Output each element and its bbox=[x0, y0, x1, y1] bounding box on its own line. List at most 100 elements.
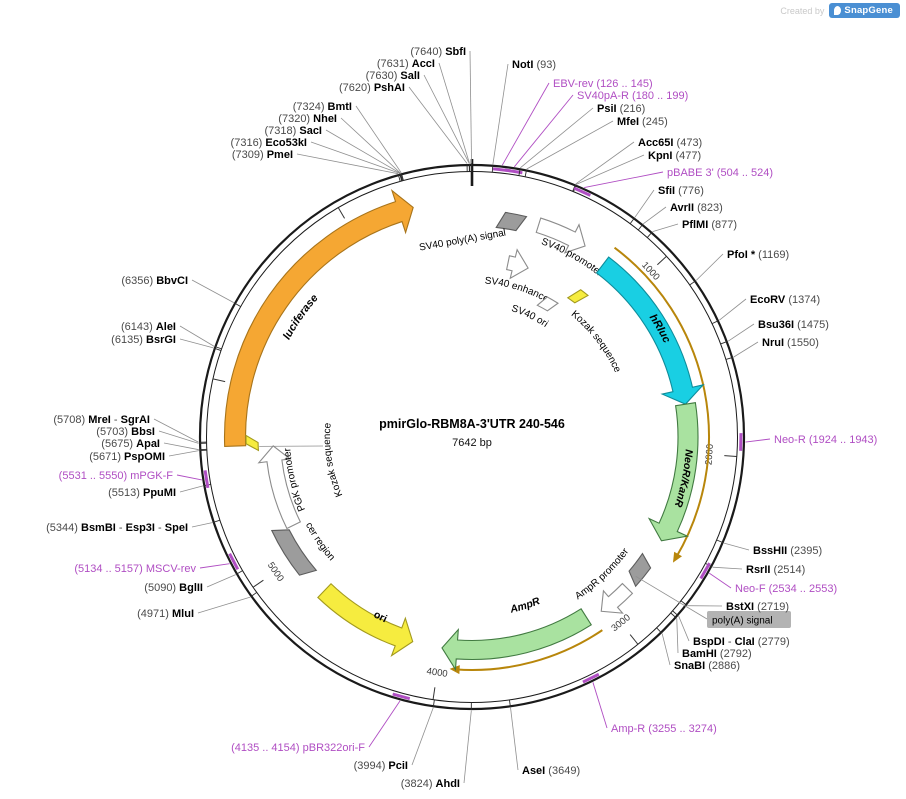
site-label[interactable]: pBABE 3' (504 .. 524) bbox=[667, 167, 773, 179]
site-position: (2719) bbox=[754, 601, 789, 613]
enzyme-site-tick bbox=[508, 699, 511, 708]
site-label[interactable]: EcoRV (1374) bbox=[750, 294, 820, 306]
feature-shape-polya-signal[interactable] bbox=[628, 552, 652, 588]
site-label[interactable]: SnaBI (2886) bbox=[674, 660, 740, 672]
feature-shape-ampr[interactable] bbox=[441, 608, 593, 672]
feature-shape-cer-region[interactable] bbox=[270, 529, 318, 576]
site-label[interactable]: AseI (3649) bbox=[522, 765, 580, 777]
site-label[interactable]: (5708) MreI - SgrAI bbox=[53, 414, 150, 426]
feature-shape-kozak-luc[interactable] bbox=[245, 434, 260, 452]
site-label[interactable]: Bsu36I (1475) bbox=[758, 319, 829, 331]
enzyme-site-tick bbox=[399, 173, 403, 182]
feature-shape-sv40-enhancer[interactable] bbox=[505, 248, 529, 280]
site-label[interactable]: (3994) PciI bbox=[354, 760, 408, 772]
leader-line bbox=[592, 682, 608, 729]
site-label[interactable]: (6143) AleI bbox=[121, 321, 176, 333]
site-label[interactable]: EBV-rev (126 .. 145) bbox=[553, 78, 653, 90]
transcript-arc-head-icon bbox=[449, 665, 460, 675]
feature-label-text: AmpR bbox=[508, 595, 542, 616]
feature-shape-sv40-late-polya[interactable] bbox=[495, 211, 528, 232]
site-label[interactable]: (5134 .. 5157) MSCV-rev bbox=[74, 563, 196, 575]
site-label[interactable]: (7631) AccI bbox=[377, 58, 435, 70]
tick-label-5000: 5000 bbox=[265, 560, 286, 584]
site-label[interactable]: BssHII (2395) bbox=[753, 545, 822, 557]
feature-shape-ori[interactable] bbox=[317, 582, 414, 658]
site-position: (7320) bbox=[278, 113, 313, 125]
site-label[interactable]: (7630) SalI bbox=[366, 70, 420, 82]
site-label[interactable]: (3824) AhdI bbox=[401, 778, 460, 790]
site-SbfI: (7640) SbfI bbox=[410, 46, 473, 172]
site-label[interactable]: (7316) Eco53kI bbox=[231, 137, 307, 149]
site-label[interactable]: (6135) BsrGI bbox=[111, 334, 176, 346]
enzyme-name: PpuMI bbox=[143, 487, 176, 499]
site-label[interactable]: Neo-F (2534 .. 2553) bbox=[735, 583, 837, 595]
site-label[interactable]: (7320) NheI bbox=[278, 113, 337, 125]
site-label[interactable]: (7324) BmtI bbox=[293, 101, 352, 113]
site-label[interactable]: (5090) BglII bbox=[144, 582, 203, 594]
transcript-arc-1 bbox=[449, 629, 603, 675]
site-label[interactable]: (7309) PmeI bbox=[232, 149, 293, 161]
site-Acc65I: Acc65I (473) bbox=[572, 137, 702, 192]
site-position: (245) bbox=[639, 116, 668, 128]
leader-line bbox=[513, 94, 574, 168]
feature-shape-luciferase[interactable] bbox=[223, 189, 414, 448]
feature-shape-pgk-promoter[interactable] bbox=[257, 445, 302, 530]
site-label[interactable]: (5703) BbsI bbox=[96, 426, 155, 438]
feature-label-cer-region[interactable]: cer region bbox=[303, 521, 337, 563]
site-label[interactable]: PfoI * (1169) bbox=[727, 249, 789, 261]
feature-shape-kozak-hrluc[interactable] bbox=[566, 289, 589, 304]
site-label[interactable]: (6356) BbvCI bbox=[121, 275, 188, 287]
site-label[interactable]: (5531 .. 5550) mPGK-F bbox=[59, 470, 174, 482]
site-label[interactable]: SfiI (776) bbox=[658, 185, 704, 197]
site-position: (473) bbox=[673, 137, 702, 149]
site-label[interactable]: (5675) ApaI bbox=[101, 438, 160, 450]
feature-shape-hrluc[interactable] bbox=[595, 256, 705, 405]
site-label[interactable]: KpnI (477) bbox=[648, 150, 701, 162]
site-label[interactable]: RsrII (2514) bbox=[746, 564, 805, 576]
external-label-text[interactable]: poly(A) signal bbox=[712, 616, 773, 627]
site-label[interactable]: (7620) PshAI bbox=[339, 82, 405, 94]
site-label[interactable]: NruI (1550) bbox=[762, 337, 819, 349]
site-label[interactable]: (7640) SbfI bbox=[410, 46, 466, 58]
site-label[interactable]: NotI (93) bbox=[512, 59, 556, 71]
primer-mark-icon bbox=[699, 562, 711, 580]
site-label[interactable]: (5671) PspOMI bbox=[89, 451, 165, 463]
site-label[interactable]: (5513) PpuMI bbox=[108, 487, 176, 499]
site-label[interactable]: MfeI (245) bbox=[617, 116, 668, 128]
site-label[interactable]: SV40pA-R (180 .. 199) bbox=[577, 90, 688, 102]
feature-label-kozak-hrluc[interactable]: Kozak sequence bbox=[569, 309, 623, 375]
feature-shape-neor-kanr[interactable] bbox=[647, 402, 699, 542]
enzyme-name: BglII bbox=[179, 582, 203, 594]
enzyme-name: ClaI bbox=[735, 636, 755, 648]
site-label[interactable]: AvrII (823) bbox=[670, 202, 723, 214]
primer-label: Neo-F (2534 .. 2553) bbox=[735, 583, 837, 595]
site-label[interactable]: Neo-R (1924 .. 1943) bbox=[774, 434, 877, 446]
enzyme-name: AseI bbox=[522, 765, 545, 777]
site-label[interactable]: BstXI (2719) bbox=[726, 601, 789, 613]
feature-label-sv40-late-polya[interactable]: SV40 poly(A) signal bbox=[418, 227, 506, 253]
leader-line bbox=[423, 74, 470, 164]
site-label[interactable]: PflMI (877) bbox=[682, 219, 737, 231]
leader-line bbox=[176, 474, 202, 481]
site-label[interactable]: BspDI - ClaI (2779) bbox=[693, 636, 790, 648]
enzyme-name: MfeI bbox=[617, 116, 639, 128]
feature-label-text: Kozak sequence bbox=[569, 309, 623, 375]
enzyme-name: PsiI bbox=[597, 103, 617, 115]
feature-label-kozak-luc[interactable]: Kozak sequence bbox=[322, 422, 345, 498]
site-label[interactable]: (7318) SacI bbox=[265, 125, 323, 137]
feature-shape-sv40-promoter[interactable] bbox=[535, 217, 586, 254]
feature-label-ampr[interactable]: AmpR bbox=[508, 595, 542, 616]
tick-label-4000: 4000 bbox=[426, 666, 449, 680]
feature-shape-ampr-promoter[interactable] bbox=[600, 582, 634, 614]
site-label[interactable]: (5344) BsmBI - Esp3I - SpeI bbox=[46, 522, 188, 534]
site-label[interactable]: Acc65I (473) bbox=[638, 137, 702, 149]
feature-label-ori[interactable]: ori bbox=[372, 609, 389, 626]
feature-shape-sv40-ori[interactable] bbox=[536, 296, 559, 312]
site-label[interactable]: (4971) MluI bbox=[137, 608, 194, 620]
site-label[interactable]: PsiI (216) bbox=[597, 103, 645, 115]
site-label[interactable]: BamHI (2792) bbox=[682, 648, 752, 660]
site-label[interactable]: Amp-R (3255 .. 3274) bbox=[611, 723, 717, 735]
site-label[interactable]: (4135 .. 4154) pBR322ori-F bbox=[231, 742, 365, 754]
enzyme-name: SgrAI bbox=[121, 414, 150, 426]
